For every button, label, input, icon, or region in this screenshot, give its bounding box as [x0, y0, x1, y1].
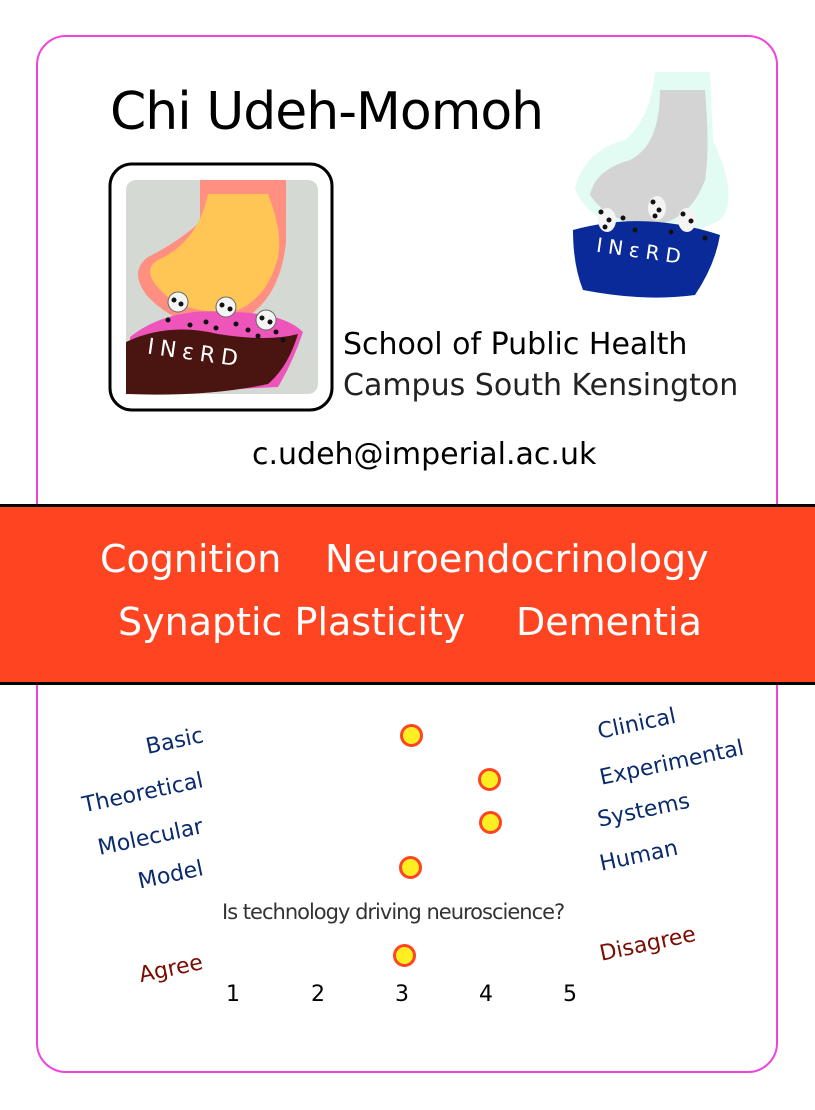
inerd-logo-right: INεRD — [573, 72, 729, 298]
scale-marker-basic-clinical — [400, 724, 423, 747]
inerd-logo-left: INεRD — [108, 162, 334, 412]
scale-marker-molecular-systems — [479, 811, 502, 834]
scale-marker-theoretical-experimental — [478, 768, 501, 791]
scale-number-3: 3 — [395, 982, 409, 1007]
scale-number-5: 5 — [563, 982, 577, 1007]
keyword-cognition: Cognition — [100, 537, 282, 581]
affiliation-line-2: Campus South Kensington — [343, 368, 739, 403]
scale-number-4: 4 — [479, 982, 493, 1007]
keyword-dementia: Dementia — [516, 600, 702, 644]
technology-question: Is technology driving neuroscience? — [222, 900, 565, 924]
scale-number-2: 2 — [311, 982, 325, 1007]
technology-marker — [393, 944, 416, 967]
person-name: Chi Udeh-Momoh — [110, 82, 544, 142]
keyword-synaptic-plasticity: Synaptic Plasticity — [118, 600, 466, 644]
scale-marker-model-human — [399, 856, 422, 879]
email-link[interactable]: c.udeh@imperial.ac.uk — [252, 437, 597, 472]
keywords-band: Cognition Neuroendocrinology Synaptic Pl… — [0, 504, 815, 685]
keyword-neuroendocrinology: Neuroendocrinology — [325, 537, 709, 581]
affiliation-line-1: School of Public Health — [343, 327, 688, 362]
scale-number-1: 1 — [226, 982, 240, 1007]
